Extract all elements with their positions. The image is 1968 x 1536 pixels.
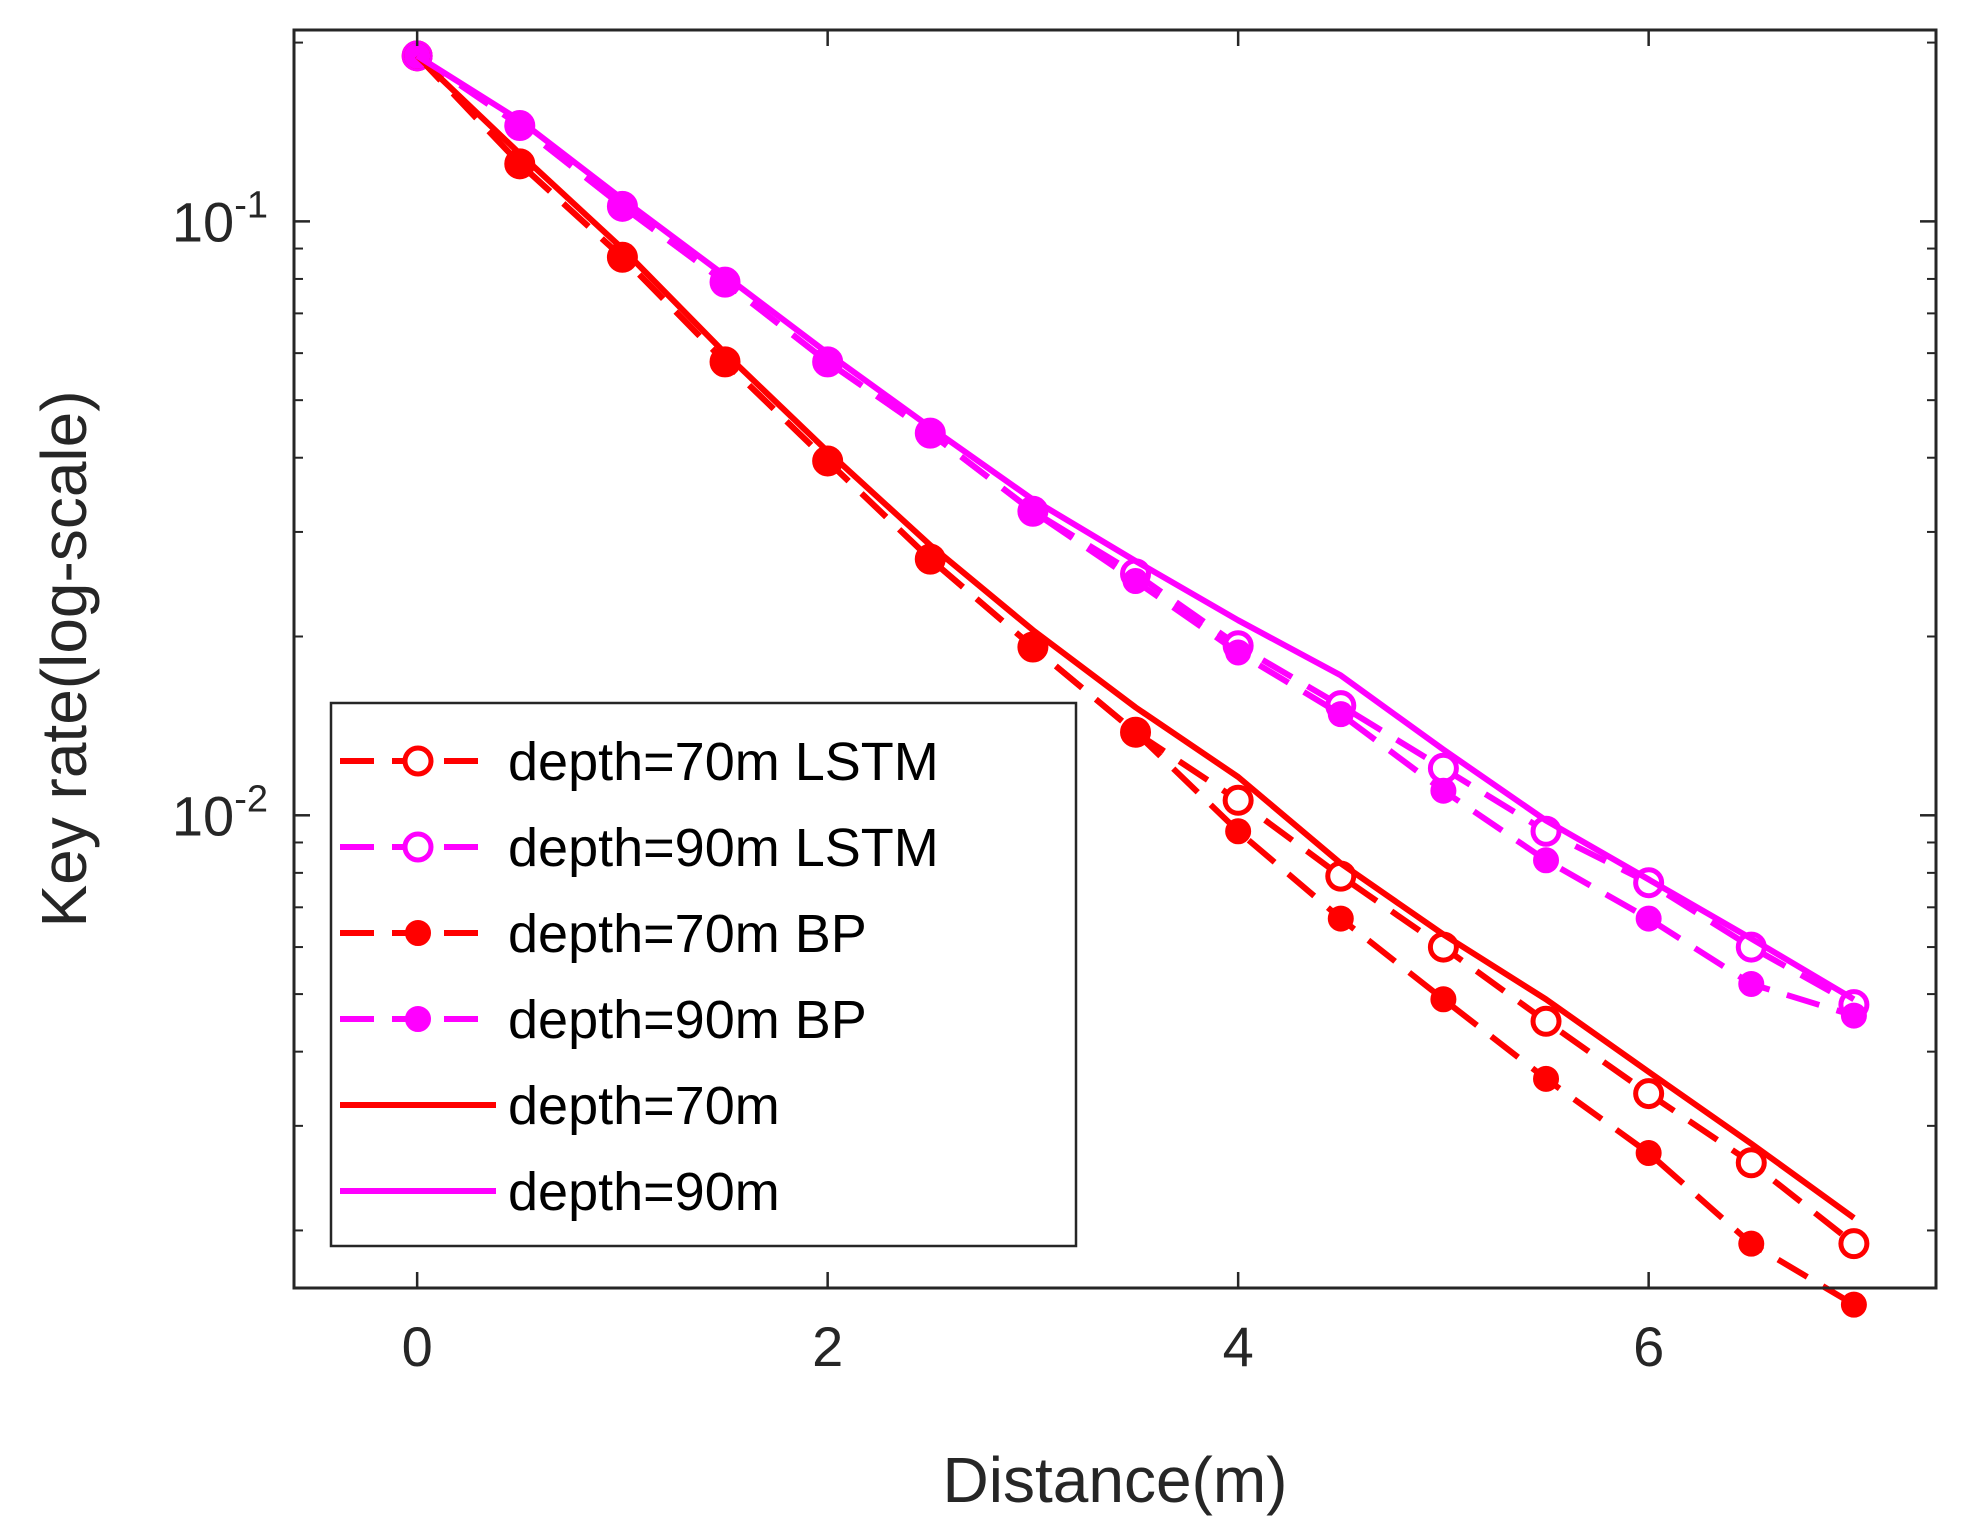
data-point (1327, 701, 1354, 728)
series-layer (401, 40, 1870, 1318)
series-group (415, 53, 1856, 1221)
legend-label: depth=90m (508, 1162, 780, 1222)
y-tick-label: 10-2 (172, 778, 268, 847)
x-tick-label: 2 (812, 1315, 843, 1378)
data-point (1122, 719, 1149, 746)
legend-entry: depth=70m (340, 1076, 780, 1136)
legend-label: depth=70m (508, 1076, 780, 1136)
y-axis-label: Key rate(log-scale) (28, 390, 100, 927)
legend-entry: depth=90m (340, 1162, 780, 1222)
legend-marker (405, 920, 431, 946)
legend-label: depth=90m BP (508, 990, 867, 1050)
data-point (1735, 1147, 1767, 1179)
series-line (415, 53, 1856, 1002)
data-point (1838, 1228, 1870, 1260)
data-point (1635, 1140, 1662, 1167)
legend-entry: depth=90m LSTM (340, 818, 939, 878)
data-point (1738, 970, 1765, 997)
legend-label: depth=70m BP (508, 904, 867, 964)
x-tick-label: 0 (402, 1315, 433, 1378)
x-axis-label: Distance(m) (943, 1444, 1288, 1516)
legend-box (329, 701, 1078, 1248)
series-group (404, 42, 1867, 1029)
data-point (1530, 1005, 1562, 1037)
data-point (1019, 634, 1046, 661)
data-point (1840, 1291, 1867, 1318)
series-group (404, 42, 1867, 1318)
data-point (1430, 777, 1457, 804)
data-point (1225, 818, 1252, 845)
data-point (1327, 905, 1354, 932)
y-tick-labels: 10-1 10-2 (172, 184, 268, 847)
legend-entry: depth=90m BP (340, 990, 867, 1050)
legend-label: depth=90m LSTM (508, 818, 939, 878)
legend-marker (402, 831, 434, 863)
x-tick-label: 4 (1223, 1315, 1254, 1378)
axes-box (292, 28, 1938, 1290)
data-point (1225, 639, 1252, 666)
data-point (1533, 1065, 1560, 1092)
series-group (415, 53, 1856, 1002)
data-point (1430, 986, 1457, 1013)
legend-entry: depth=70m LSTM (340, 732, 939, 792)
legend: depth=70m LSTM depth=90m LSTM depth=70m BP… (329, 701, 1078, 1248)
data-point (1633, 1078, 1665, 1110)
series-line (415, 53, 1856, 1221)
legend-marker (405, 1006, 431, 1032)
y-tick-label: 10-1 (172, 184, 268, 253)
data-point (1533, 847, 1560, 874)
legend-entries: depth=70m LSTM depth=90m LSTM depth=70m BP… (340, 732, 939, 1222)
x-tick-label: 6 (1633, 1315, 1664, 1378)
legend-label: depth=70m LSTM (508, 732, 939, 792)
data-point (1738, 1230, 1765, 1257)
series-line (414, 53, 1856, 1308)
data-point (1122, 568, 1149, 595)
legend-entry: depth=70m BP (340, 904, 867, 964)
legend-marker (402, 745, 434, 777)
data-point (1635, 905, 1662, 932)
data-point (1222, 784, 1254, 816)
x-tick-labels: 0 2 4 6 (402, 1315, 1665, 1378)
data-point (1840, 1002, 1867, 1029)
